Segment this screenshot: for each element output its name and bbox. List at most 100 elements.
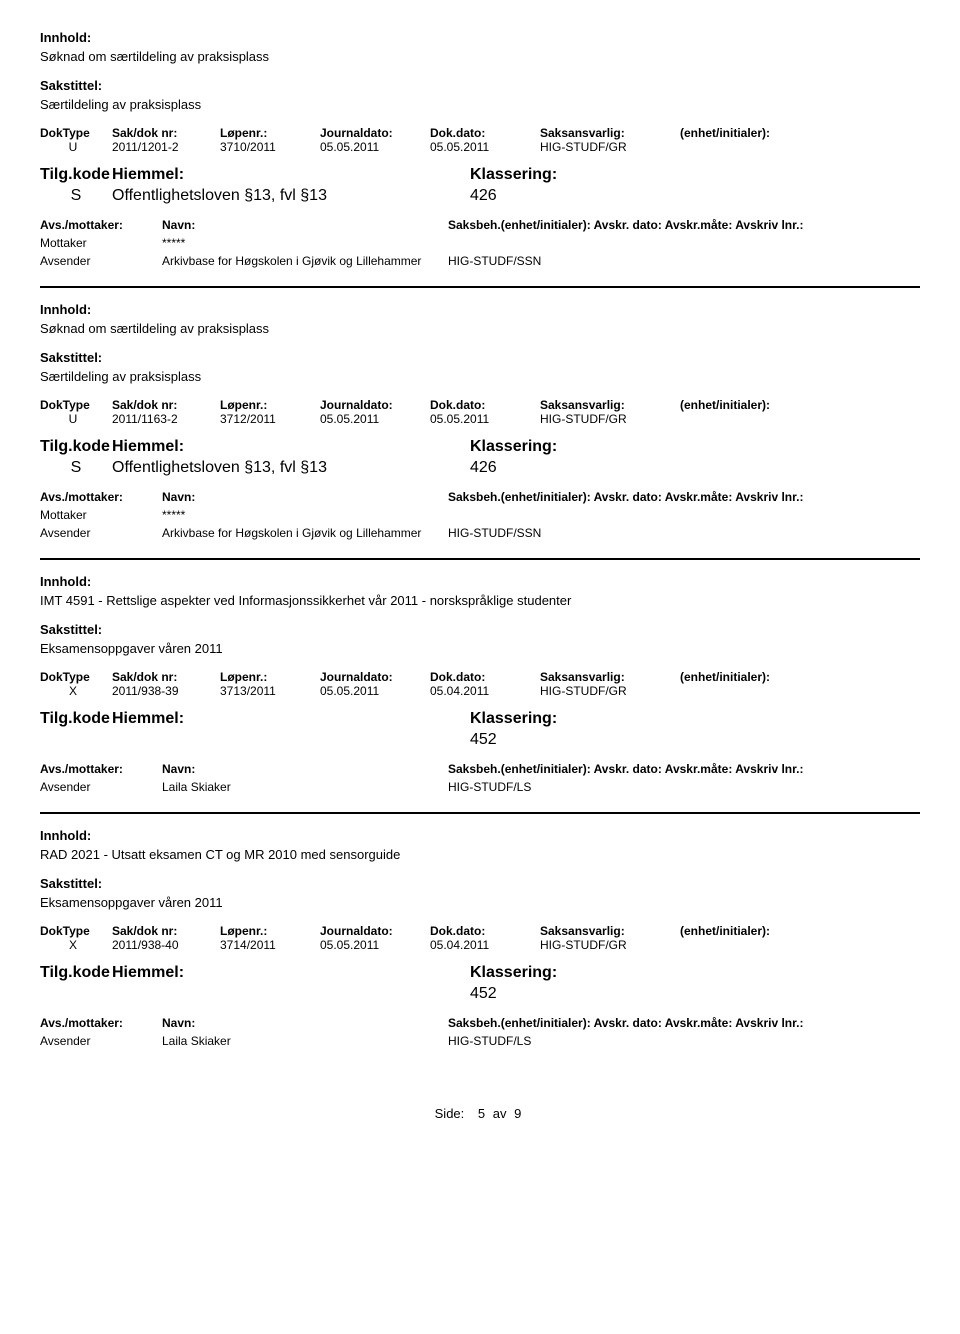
party-role: Mottaker	[40, 236, 158, 250]
party-unit: HIG-STUDF/SSN	[448, 526, 920, 540]
sakstittel-label: Sakstittel:	[40, 622, 920, 637]
avs-navn-label: Navn:	[158, 490, 448, 504]
sakstittel-label: Sakstittel:	[40, 876, 920, 891]
klass-val: 452	[470, 731, 920, 749]
innhold-value: IMT 4591 - Rettslige aspekter ved Inform…	[40, 593, 920, 608]
party-role: Avsender	[40, 780, 158, 794]
hdr-lopenr: Løpenr.:	[220, 126, 320, 140]
footer-side-label: Side:	[435, 1106, 471, 1121]
hdr-sakdok: Sak/dok nr:	[112, 398, 220, 412]
hdr-enhet: (enhet/initialer):	[680, 924, 820, 938]
val-lopenr: 3714/2011	[220, 938, 320, 952]
klass-val: 426	[470, 187, 920, 205]
avs-mottaker-label: Avs./mottaker:	[40, 490, 158, 504]
avs-header-row: Avs./mottaker:Navn:Saksbeh.(enhet/initia…	[40, 490, 920, 504]
hdr-saksansvarlig: Saksansvarlig:	[540, 670, 680, 684]
record-data-row: U2011/1201-23710/201105.05.201105.05.201…	[40, 140, 920, 154]
innhold-value: Søknad om særtildeling av praksisplass	[40, 49, 920, 64]
val-journaldato: 05.05.2011	[320, 684, 430, 698]
val-journaldato: 05.05.2011	[320, 140, 430, 154]
party-unit: HIG-STUDF/LS	[448, 780, 920, 794]
tilg-block: Tilg.kodeHiemmel:	[40, 710, 470, 752]
hdr-dokdato: Dok.dato:	[430, 670, 540, 684]
avs-mottaker-label: Avs./mottaker:	[40, 218, 158, 232]
journal-record: Innhold: Søknad om særtildeling av praksi…	[40, 16, 920, 286]
party-unit	[448, 236, 920, 250]
hdr-sakdok: Sak/dok nr:	[112, 126, 220, 140]
tilg-klass-block: Tilg.kodeHiemmel:Klassering:452	[40, 964, 920, 1006]
record-header-row: DokTypeSak/dok nr:Løpenr.:Journaldato:Do…	[40, 924, 920, 938]
avs-saksbeh-label: Saksbeh.(enhet/initialer): Avskr. dato: …	[448, 762, 920, 776]
hdr-doktype: DokType	[40, 924, 112, 938]
klass-hdr: Klassering:	[470, 438, 920, 456]
records-container: Innhold: Søknad om særtildeling av praksi…	[40, 16, 920, 1066]
hdr-enhet: (enhet/initialer):	[680, 398, 820, 412]
party-role: Mottaker	[40, 508, 158, 522]
party-row: AvsenderArkivbase for Høgskolen i Gjøvik…	[40, 526, 920, 540]
tilg-hdr: Tilg.kodeHiemmel:	[40, 166, 470, 184]
hdr-enhet: (enhet/initialer):	[680, 670, 820, 684]
avs-saksbeh-label: Saksbeh.(enhet/initialer): Avskr. dato: …	[448, 490, 920, 504]
val-journaldato: 05.05.2011	[320, 938, 430, 952]
hdr-saksansvarlig: Saksansvarlig:	[540, 126, 680, 140]
klass-hdr: Klassering:	[470, 964, 920, 982]
val-doktype: U	[40, 412, 112, 426]
hdr-journaldato: Journaldato:	[320, 398, 430, 412]
tilg-val: SOffentlighetsloven §13, fvl §13	[40, 187, 470, 205]
sakstittel-value: Særtildeling av praksisplass	[40, 97, 920, 112]
party-row: Mottaker*****	[40, 236, 920, 250]
val-dokdato: 05.05.2011	[430, 412, 540, 426]
hdr-doktype: DokType	[40, 398, 112, 412]
party-unit	[448, 508, 920, 522]
journal-record: Innhold:RAD 2021 - Utsatt eksamen CT og …	[40, 812, 920, 1066]
sakstittel-value: Eksamensoppgaver våren 2011	[40, 641, 920, 656]
tilg-val: SOffentlighetsloven §13, fvl §13	[40, 459, 470, 477]
avs-navn-label: Navn:	[158, 1016, 448, 1030]
sakstittel-label: Sakstittel:	[40, 350, 920, 365]
val-sakdok: 2011/1201-2	[112, 140, 220, 154]
innhold-label: Innhold:	[40, 30, 920, 45]
val-saksansvarlig: HIG-STUDF/GR	[540, 412, 680, 426]
party-unit: HIG-STUDF/SSN	[448, 254, 920, 268]
journal-record: Innhold:IMT 4591 - Rettslige aspekter ve…	[40, 558, 920, 812]
klass-val: 452	[470, 985, 920, 1003]
avs-header-row: Avs./mottaker:Navn:Saksbeh.(enhet/initia…	[40, 762, 920, 776]
innhold-value: RAD 2021 - Utsatt eksamen CT og MR 2010 …	[40, 847, 920, 862]
hdr-journaldato: Journaldato:	[320, 924, 430, 938]
klass-hdr: Klassering:	[470, 166, 920, 184]
tilg-hdr: Tilg.kodeHiemmel:	[40, 710, 470, 728]
party-role: Avsender	[40, 526, 158, 540]
hdr-saksansvarlig: Saksansvarlig:	[540, 398, 680, 412]
footer-av-label: av	[493, 1106, 507, 1121]
val-journaldato: 05.05.2011	[320, 412, 430, 426]
party-name: Laila Skiaker	[158, 780, 448, 794]
tilg-block: Tilg.kodeHiemmel: SOffentlighetsloven §13…	[40, 166, 470, 208]
val-dokdato: 05.04.2011	[430, 684, 540, 698]
innhold-value: Søknad om særtildeling av praksisplass	[40, 321, 920, 336]
hdr-lopenr: Løpenr.:	[220, 670, 320, 684]
party-name: *****	[158, 508, 448, 522]
val-saksansvarlig: HIG-STUDF/GR	[540, 684, 680, 698]
klass-hdr: Klassering:	[470, 710, 920, 728]
hdr-doktype: DokType	[40, 126, 112, 140]
val-sakdok: 2011/938-40	[112, 938, 220, 952]
hdr-sakdok: Sak/dok nr:	[112, 670, 220, 684]
party-row: AvsenderLaila SkiakerHIG-STUDF/LS	[40, 780, 920, 794]
hdr-saksansvarlig: Saksansvarlig:	[540, 924, 680, 938]
hdr-doktype: DokType	[40, 670, 112, 684]
hdr-dokdato: Dok.dato:	[430, 126, 540, 140]
party-name: *****	[158, 236, 448, 250]
tilg-klass-block: Tilg.kodeHiemmel:Klassering: 452	[40, 710, 920, 752]
hdr-dokdato: Dok.dato:	[430, 924, 540, 938]
record-data-row: U2011/1163-23712/201105.05.201105.05.201…	[40, 412, 920, 426]
avs-mottaker-label: Avs./mottaker:	[40, 1016, 158, 1030]
party-unit: HIG-STUDF/LS	[448, 1034, 920, 1048]
party-row: Mottaker*****	[40, 508, 920, 522]
party-row: AvsenderLaila SkiakerHIG-STUDF/LS	[40, 1034, 920, 1048]
klass-block: Klassering: 452	[470, 710, 920, 752]
hdr-enhet: (enhet/initialer):	[680, 126, 820, 140]
party-row: AvsenderArkivbase for Høgskolen i Gjøvik…	[40, 254, 920, 268]
hdr-dokdato: Dok.dato:	[430, 398, 540, 412]
avs-navn-label: Navn:	[158, 762, 448, 776]
tilg-val	[40, 985, 470, 1003]
